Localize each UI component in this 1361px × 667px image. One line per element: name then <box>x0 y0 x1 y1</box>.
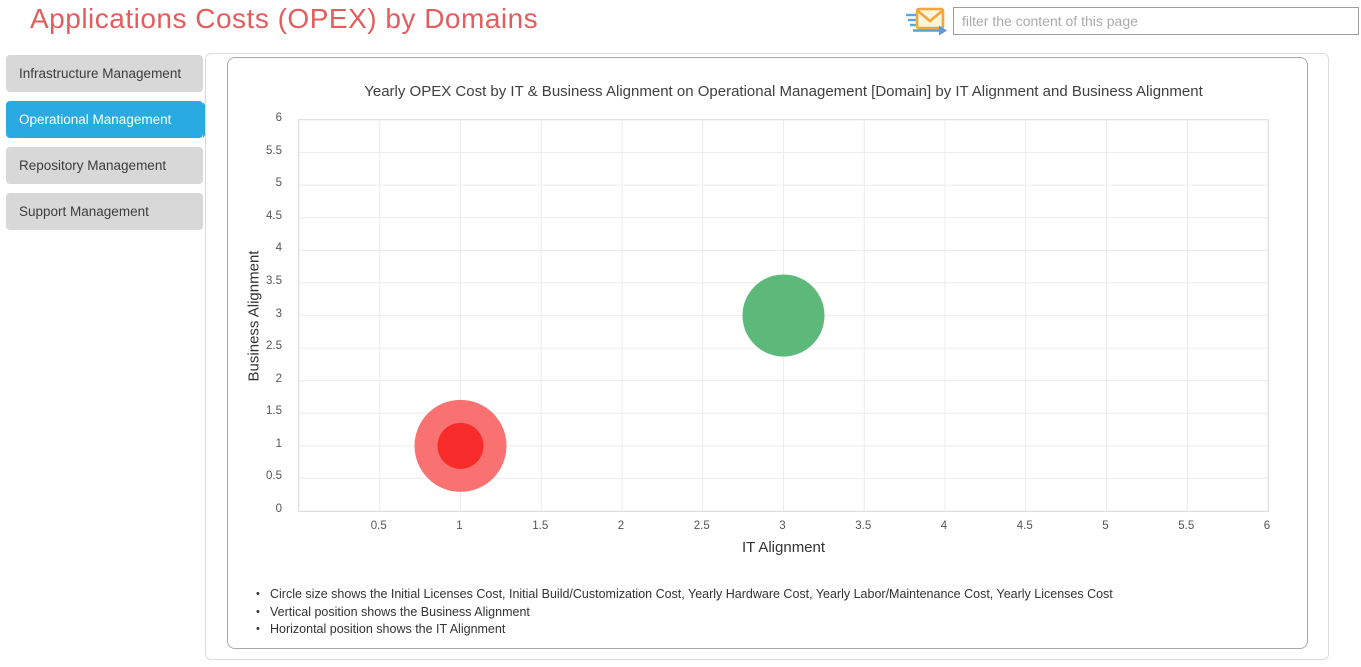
chart-note: Horizontal position shows the IT Alignme… <box>256 621 1113 639</box>
x-tick-label: 6 <box>1263 520 1271 532</box>
x-axis-ticks: 0.5 1 1.5 2 2.5 3 3.5 4 4.5 5 5.5 6 <box>298 520 1270 534</box>
chart-note: Vertical position shows the Business Ali… <box>256 604 1113 622</box>
y-tick-label: 1.5 <box>266 405 282 418</box>
y-tick-label: 0 <box>275 503 282 515</box>
x-tick-label: 5.5 <box>1178 520 1195 532</box>
sidebar: Infrastructure Management Operational Ma… <box>6 55 203 239</box>
x-tick-label: 3.5 <box>855 520 872 532</box>
x-tick-label: 2.5 <box>693 520 710 532</box>
x-tick-label: 4 <box>940 520 948 532</box>
sidebar-item-label: Support Management <box>19 204 149 219</box>
send-mail-icon[interactable] <box>903 6 951 36</box>
y-axis-ticks: 0 0.5 1 1.5 2 2.5 3 3.5 4 4.5 5 5.5 6 <box>228 112 290 515</box>
chart-notes: Circle size shows the Initial Licenses C… <box>256 586 1113 639</box>
content-panel: Yearly OPEX Cost by IT & Business Alignm… <box>205 53 1329 660</box>
x-tick-label: 2 <box>617 520 625 532</box>
sidebar-item-repository-management[interactable]: Repository Management <box>6 147 203 184</box>
plot-area <box>298 119 1269 512</box>
x-tick-label: 3 <box>779 520 786 532</box>
x-tick-label: 4.5 <box>1016 520 1033 532</box>
y-tick-label: 3 <box>275 307 282 320</box>
sidebar-item-label: Repository Management <box>19 158 167 173</box>
x-axis-title: IT Alignment <box>741 539 826 556</box>
y-tick-label: 1 <box>275 437 282 450</box>
y-tick-label: 5 <box>275 177 282 190</box>
chart-svg <box>299 120 1268 511</box>
page-title: Applications Costs (OPEX) by Domains <box>30 3 539 34</box>
y-tick-label: 4 <box>275 242 282 255</box>
chart-note: Circle size shows the Initial Licenses C… <box>256 586 1113 604</box>
sidebar-item-operational-management[interactable]: Operational Management <box>6 101 203 138</box>
chart-card: Yearly OPEX Cost by IT & Business Alignm… <box>227 57 1308 649</box>
sidebar-item-label: Infrastructure Management <box>19 66 182 81</box>
bubble-green-bubble[interactable] <box>742 274 825 357</box>
filter-input[interactable] <box>953 7 1359 35</box>
y-tick-label: 4.5 <box>266 209 282 222</box>
y-tick-label: 2 <box>275 372 282 385</box>
sidebar-item-support-management[interactable]: Support Management <box>6 193 203 230</box>
x-tick-label: 1 <box>456 520 463 532</box>
x-tick-label: 5 <box>1102 520 1109 532</box>
bubble-red-bubble-inner[interactable] <box>437 422 484 469</box>
y-tick-label: 6 <box>275 112 282 124</box>
y-tick-label: 5.5 <box>266 144 282 157</box>
sidebar-item-infrastructure-management[interactable]: Infrastructure Management <box>6 55 203 92</box>
x-tick-label: 0.5 <box>370 520 387 532</box>
y-tick-label: 2.5 <box>266 340 282 353</box>
sidebar-item-label: Operational Management <box>19 112 172 127</box>
y-tick-label: 0.5 <box>266 470 282 483</box>
x-tick-label: 1.5 <box>532 520 549 532</box>
chart-title: Yearly OPEX Cost by IT & Business Alignm… <box>364 83 1203 100</box>
y-tick-label: 3.5 <box>266 274 282 287</box>
